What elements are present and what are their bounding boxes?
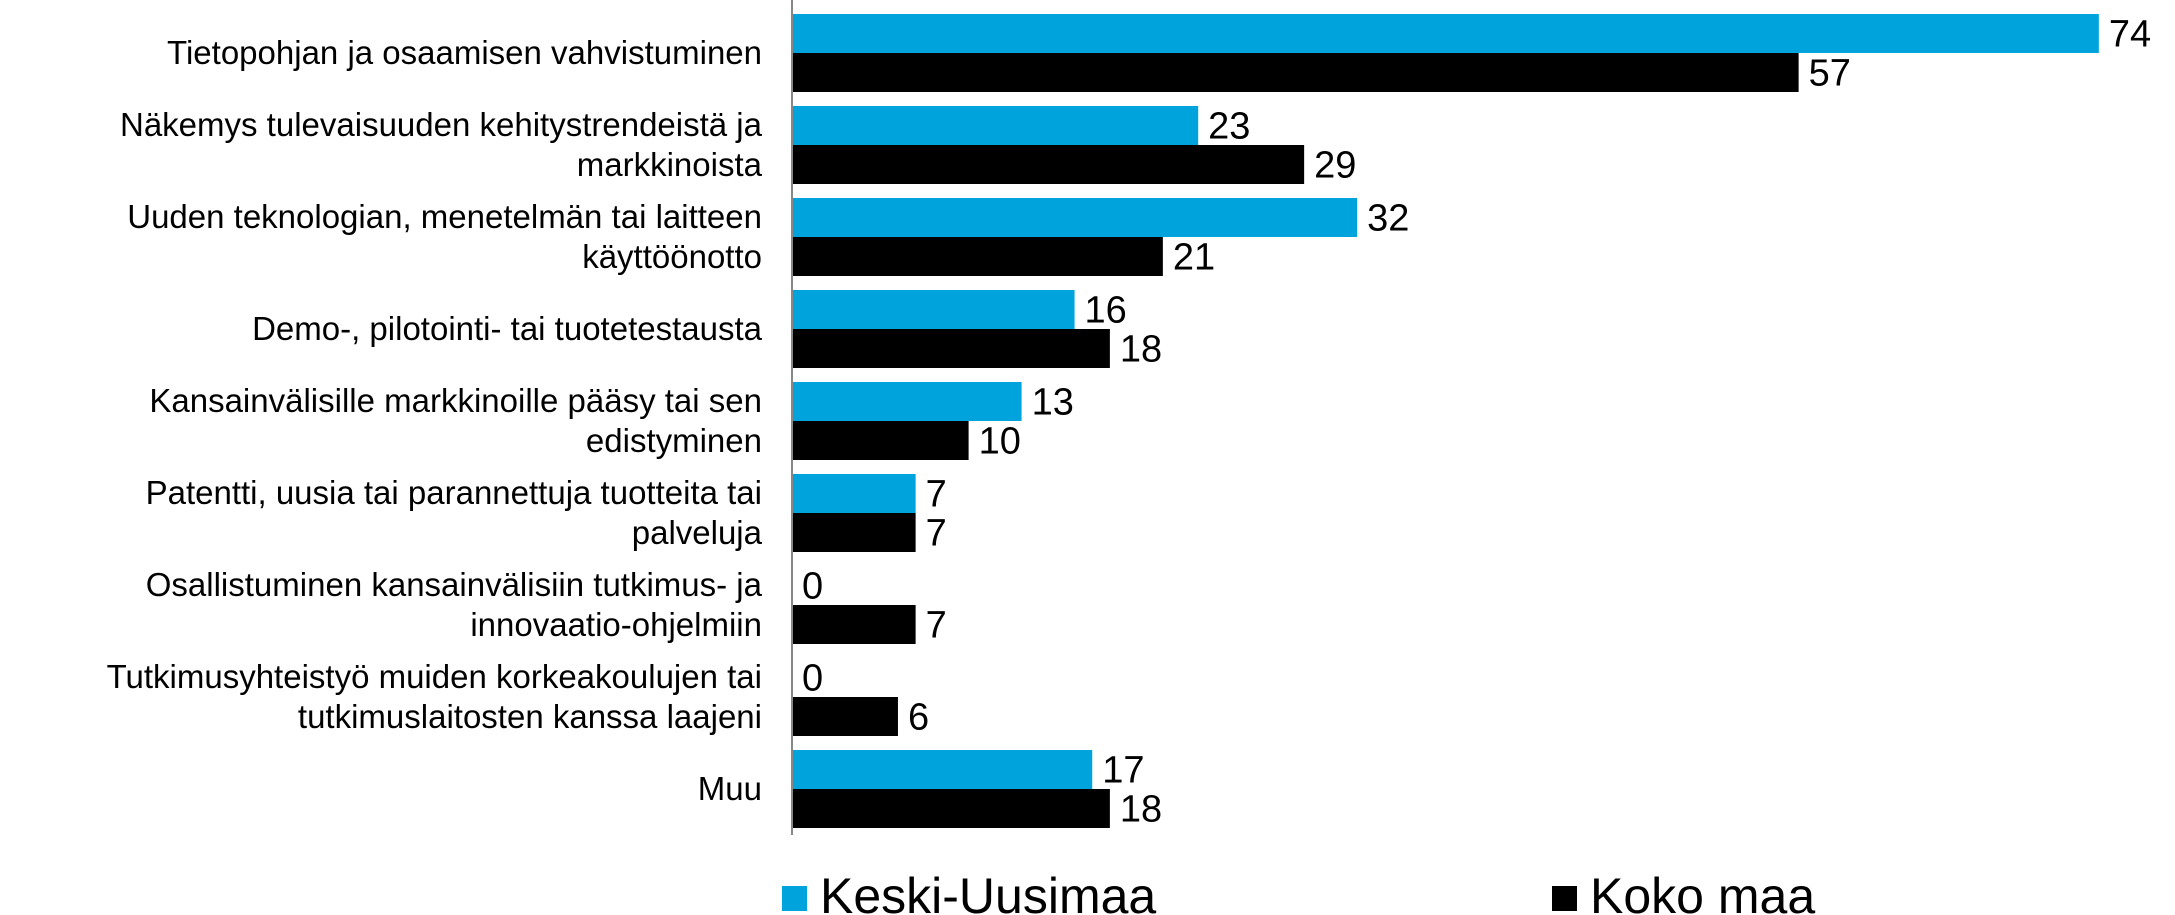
value-label: 7: [926, 513, 947, 555]
value-label: 21: [1173, 237, 1215, 279]
category-label: Näkemys tulevaisuuden kehitystrendeistä …: [119, 106, 762, 183]
bar: [792, 145, 1305, 184]
value-label: 74: [2109, 14, 2151, 56]
value-label: 10: [979, 421, 1021, 463]
bar: [792, 697, 898, 736]
value-label: 0: [802, 566, 823, 608]
legend-label: Keski-Uusimaa: [820, 868, 1156, 915]
bar: [792, 382, 1022, 421]
category-label: Osallistuminen kansainvälisiin tutkimus-…: [145, 566, 762, 643]
value-label: 7: [926, 474, 947, 516]
value-label: 16: [1085, 290, 1127, 332]
bar: [792, 474, 916, 513]
bar: [792, 789, 1110, 828]
bar: [792, 53, 1799, 92]
category-label: Uuden teknologian, menetelmän tai laitte…: [127, 198, 762, 275]
value-label: 0: [802, 658, 823, 700]
bar: [792, 14, 2099, 53]
bar: [792, 421, 969, 460]
legend-label: Koko maa: [1590, 868, 1815, 915]
bar: [792, 237, 1163, 276]
value-label: 13: [1032, 382, 1074, 424]
category-label: Muu: [697, 770, 762, 807]
value-label: 32: [1367, 198, 1409, 240]
value-label: 23: [1208, 106, 1250, 148]
category-label: Kansainvälisille markkinoille pääsy tai …: [149, 382, 762, 459]
bar: [792, 198, 1358, 237]
value-label: 18: [1120, 789, 1162, 831]
value-label: 57: [1809, 53, 1851, 95]
legend-swatch: [782, 886, 807, 911]
value-label: 17: [1102, 750, 1144, 792]
category-label: Tutkimusyhteistyö muiden korkeakoulujen …: [106, 658, 762, 735]
value-label: 6: [908, 697, 929, 739]
value-label: 29: [1314, 145, 1356, 187]
bar: [792, 106, 1199, 145]
legend-swatch: [1552, 886, 1577, 911]
value-label: 7: [926, 605, 947, 647]
value-label: 18: [1120, 329, 1162, 371]
category-label: Demo-, pilotointi- tai tuotetestausta: [252, 310, 762, 347]
bar: [792, 513, 916, 552]
bar: [792, 750, 1093, 789]
bar: [792, 290, 1075, 329]
category-label: Patentti, uusia tai parannettuja tuottei…: [145, 474, 762, 551]
category-label: Tietopohjan ja osaamisen vahvistuminen: [167, 34, 762, 71]
bar: [792, 329, 1110, 368]
bar: [792, 605, 916, 644]
